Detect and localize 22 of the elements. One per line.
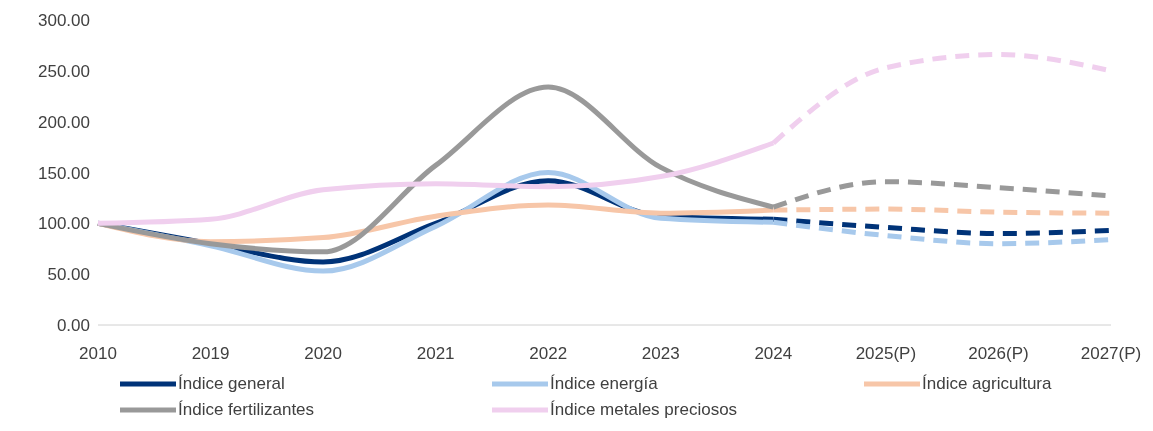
legend-label: Índice metales preciosos (550, 400, 738, 420)
y-tick-label: 150.00 (38, 163, 90, 183)
x-tick-label: 2021 (416, 344, 455, 364)
legend-label: Índice general (178, 374, 285, 394)
x-tick-label: 2020 (304, 344, 343, 364)
y-tick-label: 300.00 (38, 11, 90, 31)
x-tick-label: 2019 (191, 344, 230, 364)
x-tick-label: 2010 (79, 344, 117, 364)
y-tick-label: 200.00 (38, 112, 90, 132)
legend-label: Índice fertilizantes (178, 400, 315, 420)
y-tick-label: 50.00 (47, 265, 90, 285)
x-tick-label: 2026(P) (968, 344, 1029, 364)
x-tick-label: 2025(P) (855, 344, 917, 364)
y-tick-label: 250.00 (38, 61, 90, 81)
x-tick-label: 2023 (641, 344, 680, 364)
x-tick-label: 2024 (754, 344, 793, 364)
x-tick-label: 2022 (529, 344, 568, 364)
x-tick-label: 2027(P) (1080, 344, 1142, 364)
legend-label: Índice energía (550, 374, 658, 394)
legend-label: Índice agricultura (922, 374, 1052, 394)
y-tick-label: 100.00 (38, 214, 90, 234)
y-tick-label: 0.00 (56, 316, 90, 336)
